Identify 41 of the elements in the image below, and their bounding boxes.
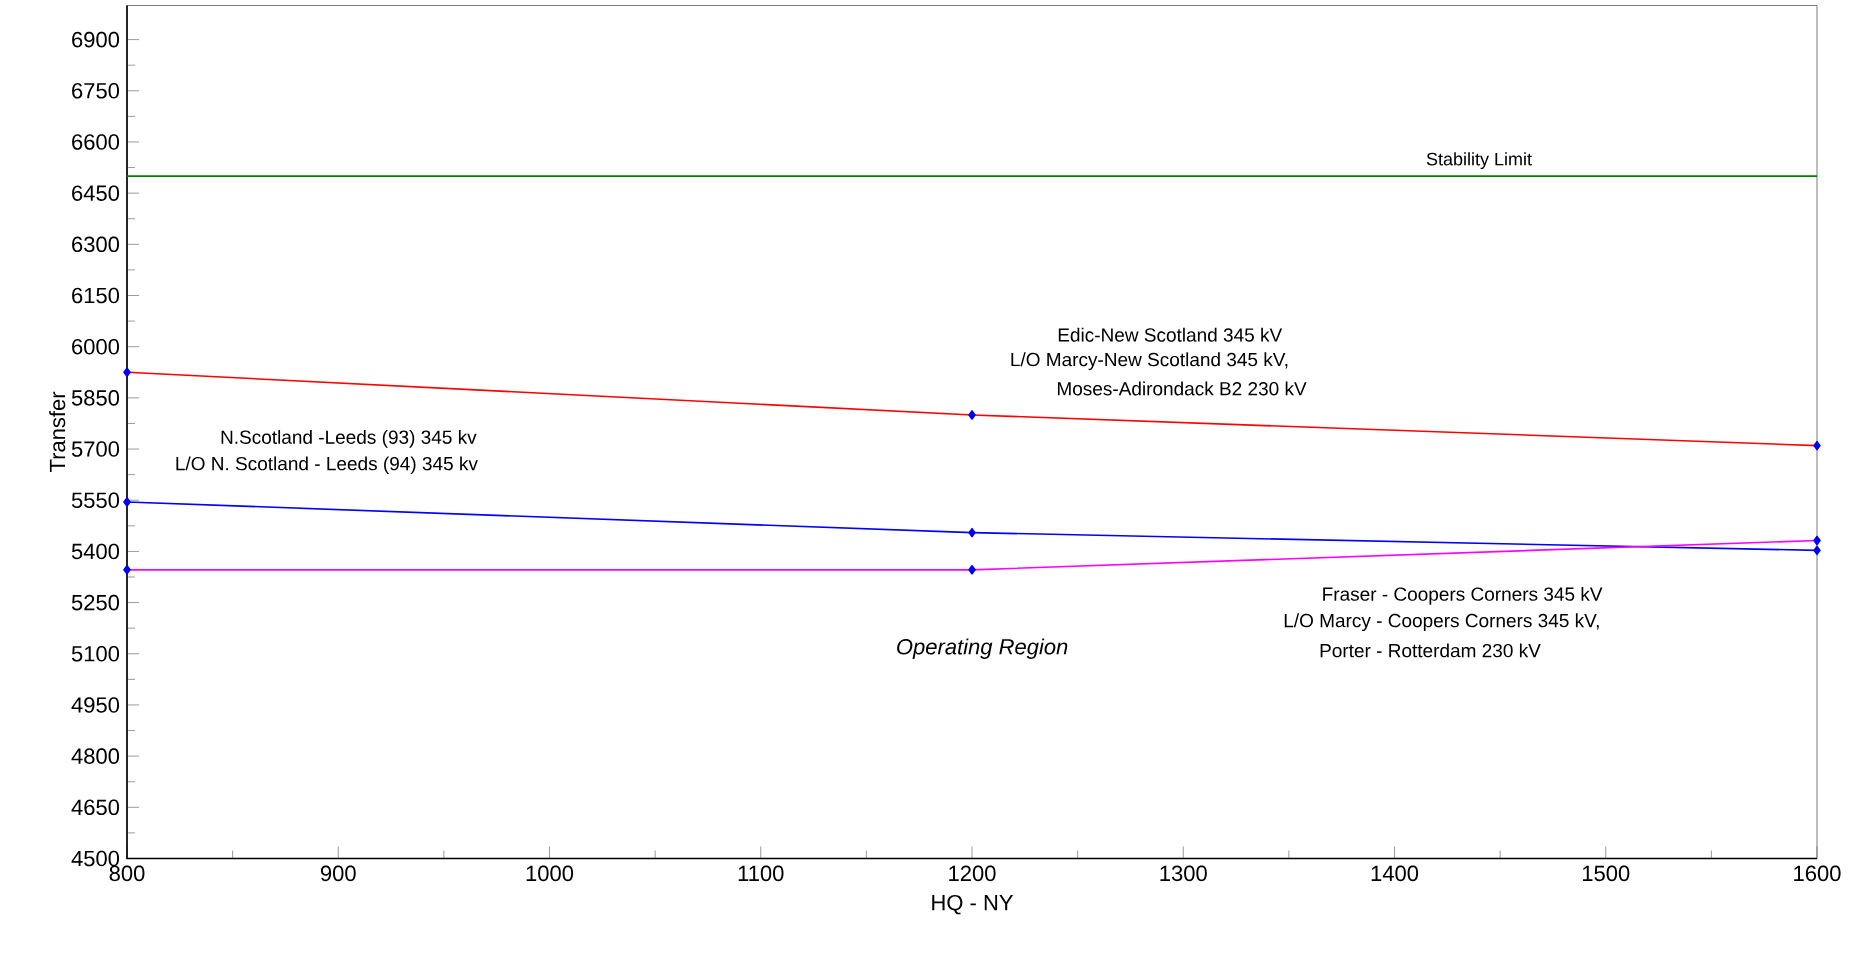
x-tick-label: 1400	[1371, 865, 1419, 882]
y-tick-label: 6750	[72, 83, 120, 99]
y-tick-label: 6900	[72, 31, 120, 48]
y-tick-label: 5400	[71, 543, 120, 560]
y-tick-label: 6600	[72, 134, 120, 150]
y-tick-label: 5700	[71, 441, 120, 457]
x-tick-label: 1200	[949, 865, 996, 882]
x-tick-label: 800	[109, 865, 145, 882]
annotation: Operating Region	[897, 638, 1068, 659]
y-tick-label: 5100	[71, 646, 120, 662]
x-tick-label: 1600	[1794, 865, 1841, 882]
point	[968, 527, 976, 538]
y-tick-label: 4950	[71, 697, 120, 713]
annotation: N.Scotland -Leeds (93) 345 kv	[221, 430, 477, 448]
x-axis-title: HQ - NY	[932, 894, 1014, 915]
y-axis-title: Transfer	[49, 391, 66, 473]
annotation: Edic-New Scotland 345 kV	[1058, 327, 1283, 342]
y-tick-label: 4800	[71, 748, 120, 764]
y-tick-label: 4650	[71, 799, 120, 816]
annotation: L/O Marcy-New Scotland 345 kV,	[1011, 352, 1288, 371]
point	[123, 497, 131, 507]
x-tick-label: 900	[320, 865, 356, 882]
y-tick-label: 5250	[71, 594, 120, 611]
y-tick-label: 4500	[71, 850, 120, 867]
annotation: Moses-Adirondack B2 230 kV	[1057, 381, 1307, 396]
y-tick-label: 6450	[72, 185, 120, 201]
x-tick-label: 1500	[1582, 865, 1630, 882]
annotation: L/O Marcy - Coopers Corners 345 kV,	[1284, 613, 1599, 632]
y-tick-label: 6000	[72, 338, 120, 355]
y-tick-label: 6150	[72, 287, 120, 304]
point	[1813, 545, 1821, 556]
ref-line-label: Stability Limit	[1426, 152, 1532, 170]
annotation: Fraser - Coopers Corners 345 kV	[1323, 586, 1603, 605]
y-tick-label: 6300	[72, 236, 120, 253]
annotation: L/O N. Scotland - Leeds (94) 345 kv	[176, 456, 478, 475]
y-tick-label: 5850	[71, 390, 120, 406]
x-tick-label: 1300	[1160, 865, 1207, 882]
x-tick-label: 1000	[526, 865, 574, 882]
x-tick-label: 1100	[738, 865, 784, 882]
y-tick-label: 5550	[71, 492, 120, 509]
annotation: Porter - Rotterdam 230 kV	[1320, 643, 1541, 658]
